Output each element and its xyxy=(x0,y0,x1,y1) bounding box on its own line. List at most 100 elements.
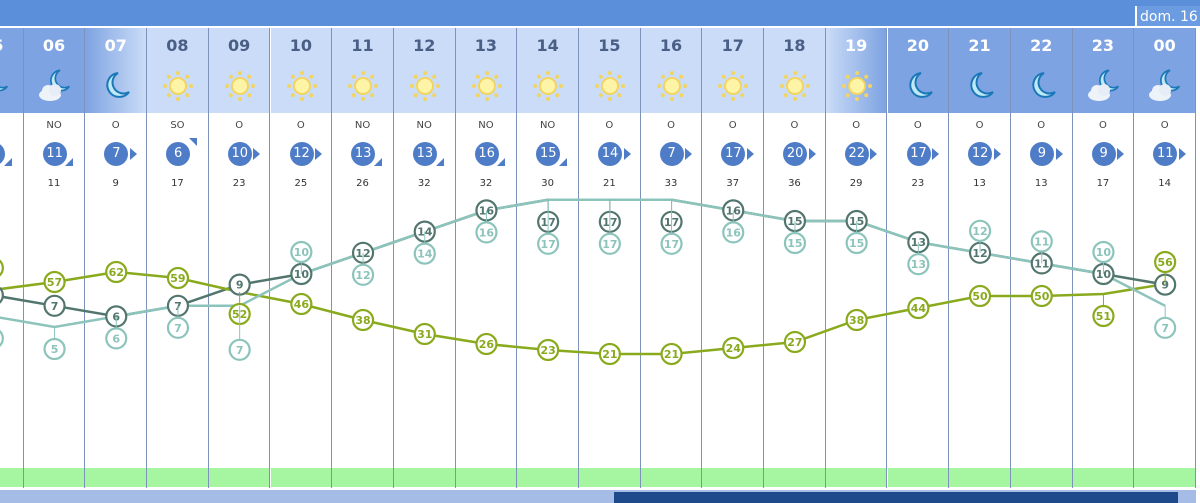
humidity-label: 26 xyxy=(479,338,495,351)
humidity-point: 50 xyxy=(1030,284,1053,308)
hour-label: 12 xyxy=(413,36,436,55)
humidity-point: 59 xyxy=(166,266,190,290)
hour-label: 05 xyxy=(0,36,23,55)
wind-gust: 14 xyxy=(1158,178,1171,189)
feels-label: 15 xyxy=(849,237,864,250)
humidity-point: 50 xyxy=(968,284,992,308)
wind-direction: NO xyxy=(416,120,432,131)
precipitation-band xyxy=(393,468,455,487)
feels-label: 14 xyxy=(417,248,433,261)
day-header-bar: dom. 16 xyxy=(0,0,1200,28)
feels-point: 10 xyxy=(290,240,313,274)
hour-label: 22 xyxy=(1030,36,1053,55)
hour-column-00: 00 O 11 14 xyxy=(1134,28,1196,488)
wind-arrow-icon xyxy=(1055,148,1063,160)
temp-point: 8 xyxy=(0,286,4,304)
temp-label: 12 xyxy=(972,247,987,260)
wind-arrow-icon xyxy=(870,148,878,160)
wind-arrow-icon xyxy=(130,148,138,160)
humidity-point: 62 xyxy=(105,260,128,284)
wind-gust: 30 xyxy=(541,178,554,189)
cloud-moon-icon xyxy=(1087,69,1119,101)
precipitation-band xyxy=(1010,468,1072,487)
hour-header: 12 xyxy=(393,28,455,113)
wind-direction: O xyxy=(605,120,614,131)
wind-gust: 32 xyxy=(479,178,493,189)
wind-arrow-icon xyxy=(623,148,631,160)
feels-label: 11 xyxy=(1034,235,1049,248)
precipitation-band xyxy=(23,468,85,487)
wind-speed: 12 xyxy=(289,142,314,166)
sun-icon xyxy=(286,71,317,101)
wind-arrow-icon xyxy=(65,158,74,166)
hour-column-15: 15 O 14 21 xyxy=(579,28,641,488)
wind-speed: 22 xyxy=(844,142,869,166)
precipitation-band xyxy=(270,468,332,487)
scrollbar-thumb[interactable] xyxy=(614,492,1178,503)
humidity-label: 50 xyxy=(1034,290,1050,303)
feels-label: 17 xyxy=(664,238,679,251)
wind-speed: 11 xyxy=(1153,142,1178,166)
hour-column-23: 23 O 9 17 xyxy=(1072,28,1135,488)
wind-arrow-icon xyxy=(188,138,197,146)
precipitation-band xyxy=(887,468,949,487)
wind-direction: NO xyxy=(478,120,494,131)
wind-arrow-icon xyxy=(808,148,816,160)
wind-direction: NO xyxy=(46,120,62,131)
hour-header: 23 xyxy=(1072,28,1134,113)
hour-column-06: 06 NO 11 11 xyxy=(23,28,86,488)
hour-header: 05 xyxy=(0,28,23,113)
hour-header: 11 xyxy=(332,28,393,113)
wind-speed: 13 xyxy=(412,142,437,166)
wind-direction: NO xyxy=(354,120,371,131)
hour-column-11: 11 NO 13 26 xyxy=(332,28,394,488)
moon-icon xyxy=(106,72,131,98)
wind-arrow-icon xyxy=(253,148,261,160)
hour-header: 18 xyxy=(764,28,825,113)
wind-gust: 17 xyxy=(1096,178,1110,189)
cloud-moon-icon xyxy=(1149,69,1181,101)
humidity-point: 38 xyxy=(845,308,868,332)
moon-icon xyxy=(970,72,994,98)
wind-speed: 16 xyxy=(474,142,499,166)
hour-header: 06 xyxy=(23,28,85,113)
wind-direction: O xyxy=(667,120,675,131)
precipitation-band xyxy=(1072,468,1134,487)
day-label: dom. 16 xyxy=(1135,6,1200,26)
humidity-point: 38 xyxy=(351,308,375,332)
hour-label: 21 xyxy=(968,36,991,55)
feels-point: 13 xyxy=(907,242,930,276)
wind-speed: 12 xyxy=(968,142,993,166)
sun-icon xyxy=(224,71,255,101)
humidity-point: 44 xyxy=(907,296,930,320)
hour-header: 08 xyxy=(147,28,208,113)
feels-label: 7 xyxy=(174,322,182,335)
wind-gust: 36 xyxy=(788,178,801,189)
temp-label: 7 xyxy=(51,300,59,313)
humidity-point: 26 xyxy=(475,332,498,356)
hour-header: 20 xyxy=(887,28,949,113)
hour-label: 07 xyxy=(104,36,127,55)
precipitation-band xyxy=(640,468,702,487)
feels-point: 7 xyxy=(228,305,251,361)
wind-direction: O xyxy=(913,120,922,131)
humidity-label: 46 xyxy=(294,298,310,311)
hour-label: 08 xyxy=(166,36,189,55)
humidity-label: 27 xyxy=(787,336,802,349)
feels-point: 10 xyxy=(1092,240,1115,274)
wind-gust: 13 xyxy=(973,178,986,189)
humidity-label: 50 xyxy=(972,290,988,303)
hour-label: 06 xyxy=(42,36,66,55)
wind-gust: 32 xyxy=(417,178,431,189)
wind-speed: 15 xyxy=(536,142,561,166)
wind-gust: 25 xyxy=(294,178,308,189)
humidity-label: 23 xyxy=(540,344,555,357)
feels-point: 14 xyxy=(413,231,436,265)
hour-label: 11 xyxy=(351,36,374,55)
temp-point: 7 xyxy=(43,294,66,317)
hour-label: 15 xyxy=(598,36,621,55)
wind-direction: O xyxy=(728,120,737,131)
feels-point: 17 xyxy=(660,199,683,255)
hour-label: 14 xyxy=(536,36,559,55)
